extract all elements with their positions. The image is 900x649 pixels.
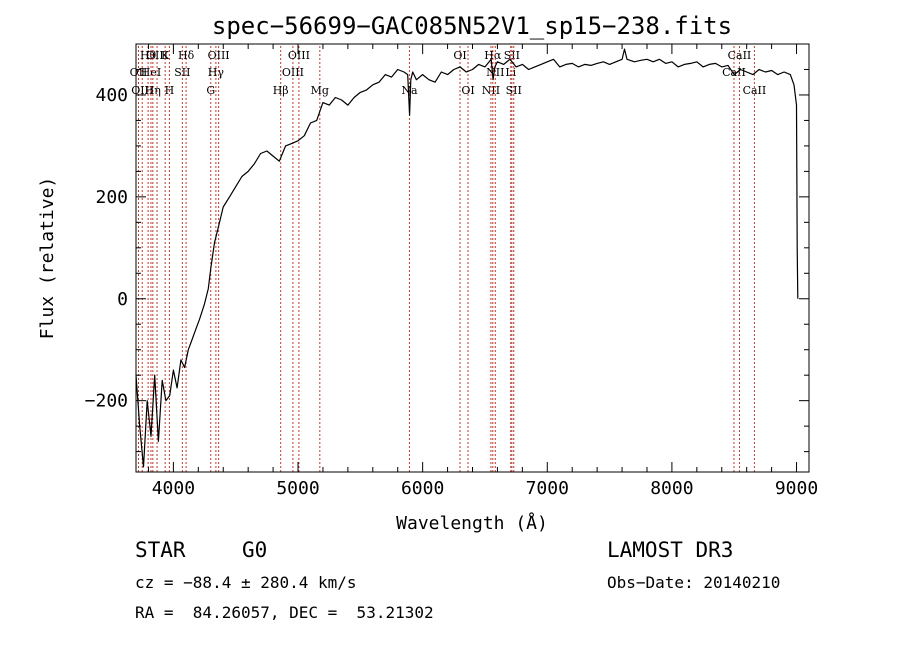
x-tick-label: 8000 [650, 478, 693, 499]
series-flux [135, 48, 799, 468]
redshift-velocity: cz = −88.4 ± 280.4 km/s [135, 573, 357, 592]
line-marker-label: HeI [141, 66, 161, 79]
spectral-class: STAR [135, 538, 186, 562]
line-marker-label: Mg [311, 84, 329, 97]
line-marker-label: Hη [145, 84, 161, 97]
line-marker-label: Na [401, 84, 418, 97]
coordinates: RA = 84.26057, DEC = 53.21302 [135, 603, 434, 622]
spectral-subclass: G0 [242, 538, 268, 562]
observation-date: Obs−Date: 20140210 [607, 573, 781, 592]
line-marker-label: OIII [208, 49, 230, 62]
x-axis-label: Wavelength (Å) [396, 512, 548, 534]
x-tick-label: 9000 [775, 478, 818, 499]
line-marker-label: Hα [484, 49, 502, 62]
line-marker-label: Hδ [178, 49, 195, 62]
y-tick-label: −200 [85, 391, 128, 412]
series-layer [135, 48, 799, 468]
line-markers: OIIOIIIHθHeIHηOIIIKHSIIHδGHγOIIIHβOIIIOI… [130, 46, 767, 472]
chart-title: spec−56699−GAC085N52V1_sp15−238.fits [212, 12, 732, 40]
line-marker-label: OII [130, 66, 148, 79]
line-marker-label: OI [461, 84, 474, 97]
x-tick-label: 4000 [152, 478, 195, 499]
line-marker-label: OIII [288, 49, 310, 62]
line-marker-label: G [206, 84, 215, 97]
line-marker-label: CaII [743, 84, 767, 97]
y-tick-label: 400 [95, 85, 128, 106]
line-marker-label: NII [482, 84, 500, 97]
x-tick-label: 7000 [526, 478, 569, 499]
line-marker-label: NII [486, 66, 504, 79]
line-marker-label: SII [506, 84, 522, 97]
x-tick-label: 6000 [401, 478, 444, 499]
tick-labels: 4000 5000 6000 7000 8000 9000 −200 0 200 400 [85, 85, 819, 499]
line-marker-label: Li [505, 66, 516, 79]
axis-ticks [136, 44, 809, 472]
line-marker-label: OIII [282, 66, 304, 79]
line-marker-label: Hγ [208, 66, 225, 79]
line-marker-label: SII [504, 49, 520, 62]
line-marker-label: H [165, 84, 175, 97]
y-tick-label: 0 [117, 289, 128, 310]
line-marker-label: OIII [146, 49, 168, 62]
line-marker-label: SII [174, 66, 190, 79]
y-tick-label: 200 [95, 187, 128, 208]
plot-frame [135, 43, 810, 473]
y-axis-label: Flux (relative) [37, 177, 58, 340]
line-marker-label: CaII [722, 66, 746, 79]
line-marker-label: K [161, 49, 170, 62]
survey-name: LAMOST DR3 [607, 538, 734, 562]
x-tick-label: 5000 [276, 478, 319, 499]
line-marker-label: OI [453, 49, 466, 62]
line-marker-label: CaII [728, 49, 752, 62]
line-marker-label: Hβ [273, 84, 289, 97]
